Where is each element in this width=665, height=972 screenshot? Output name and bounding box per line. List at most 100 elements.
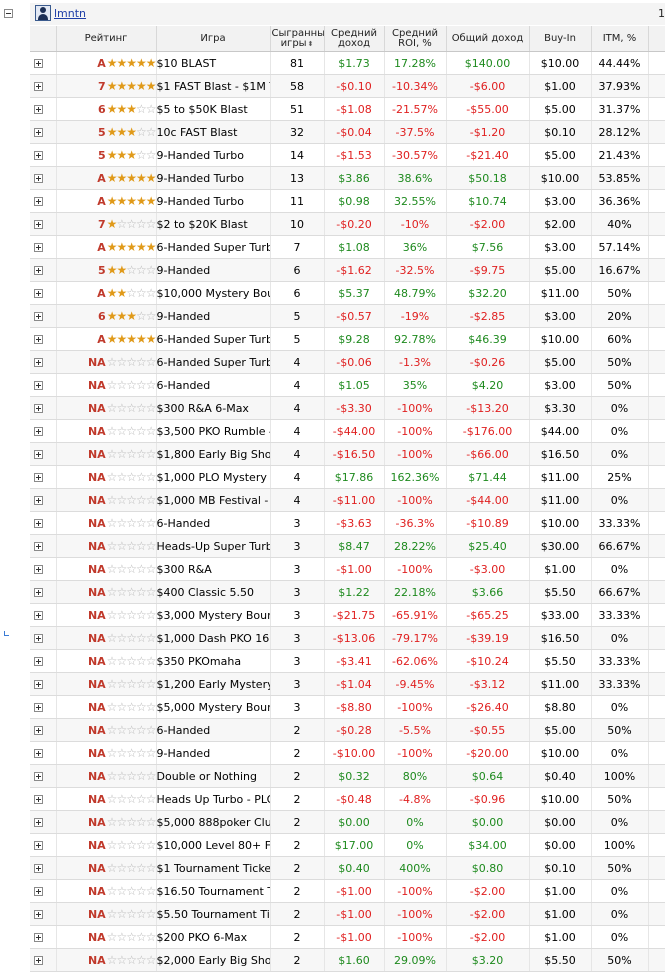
table-row[interactable]: NA☆☆☆☆☆ $300 R&A 6-Max 4 -$3.30 -100% -$13.20… [30, 396, 665, 420]
column-header-itm[interactable]: ITM, % [591, 26, 649, 52]
expand-plus-icon[interactable] [34, 151, 44, 160]
table-row[interactable]: 6★★★☆☆ $5 to $50K Blast 51 -$1.08 -21.57% -$5… [30, 97, 665, 121]
expand-plus-icon[interactable] [34, 611, 44, 620]
expand-plus-icon[interactable] [34, 933, 44, 942]
expand-cell[interactable] [30, 649, 57, 673]
table-row[interactable]: A★★★★★ 6-Handed Super Turbo 7 $1.08 36% $7.56… [30, 235, 665, 259]
table-row[interactable]: 5★★☆☆☆ 9-Handed 6 -$1.62 -32.5% -$9.75 $5.00 16… [30, 258, 665, 282]
expand-plus-icon[interactable] [34, 634, 44, 643]
table-row[interactable]: A★★★★★ 9-Handed Turbo 13 $3.86 38.6% $50.18 $1… [30, 166, 665, 190]
table-row[interactable]: A★★★★★ 9-Handed Turbo 11 $0.98 32.55% $10.74 $… [30, 189, 665, 213]
expand-cell[interactable] [30, 948, 57, 972]
table-row[interactable]: NA☆☆☆☆☆ 6-Handed 2 -$0.28 -5.5% -$0.55 $5.00 50… [30, 718, 665, 742]
expand-plus-icon[interactable] [34, 243, 44, 252]
table-row[interactable]: A★★★★★ 6-Handed Super Turbo 5 $9.28 92.78% $4… [30, 327, 665, 351]
expand-plus-icon[interactable] [34, 312, 44, 321]
expand-cell[interactable] [30, 925, 57, 949]
table-row[interactable]: NA☆☆☆☆☆ $200 PKO 6-Max 2 -$1.00 -100% -$2.00 $… [30, 925, 665, 949]
table-row[interactable]: NA☆☆☆☆☆$1,000 Dash PKO 16.50 3 -$13.06 -79.… [30, 626, 665, 650]
expand-plus-icon[interactable] [34, 841, 44, 850]
expand-cell[interactable] [30, 51, 57, 75]
column-header-rating[interactable]: Рейтинг [56, 26, 157, 52]
expand-cell[interactable] [30, 189, 57, 213]
expand-plus-icon[interactable] [34, 289, 44, 298]
expand-cell[interactable] [30, 879, 57, 903]
expand-plus-icon[interactable] [34, 266, 44, 275]
expand-cell[interactable] [30, 212, 57, 236]
expand-cell[interactable] [30, 166, 57, 190]
table-row[interactable]: 6★★★☆☆ 9-Handed 5 -$0.57 -19% -$2.85 $3.00 20% [30, 304, 665, 328]
table-row[interactable]: NA☆☆☆☆☆$3,000 Mystery Bounty 3 -$21.75 -65.… [30, 603, 665, 627]
table-row[interactable]: NA☆☆☆☆☆$16.50 Tournament Tick 2 -$1.00 -100… [30, 879, 665, 903]
table-row[interactable]: NA☆☆☆☆☆$1 Tournament Ticket - 2 $0.40 400% $… [30, 856, 665, 880]
expand-cell[interactable] [30, 626, 57, 650]
expand-cell[interactable] [30, 810, 57, 834]
table-row[interactable]: NA☆☆☆☆☆$10,000 Level 80+ Free 2 $17.00 0% $3… [30, 833, 665, 857]
expand-cell[interactable] [30, 396, 57, 420]
table-row[interactable]: NA☆☆☆☆☆$1,800 Early Big Shot 1 4 -$16.50 -1… [30, 442, 665, 466]
expand-cell[interactable] [30, 902, 57, 926]
table-row[interactable]: NA☆☆☆☆☆ Heads-Up Super Turbo 3 $8.47 28.22% $… [30, 534, 665, 558]
expand-cell[interactable] [30, 419, 57, 443]
expand-plus-icon[interactable] [34, 703, 44, 712]
table-row[interactable]: NA☆☆☆☆☆ 6-Handed 3 -$3.63 -36.3% -$10.89 $10.0… [30, 511, 665, 535]
expand-cell[interactable] [30, 695, 57, 719]
expand-plus-icon[interactable] [34, 197, 44, 206]
expand-cell[interactable] [30, 120, 57, 144]
expand-cell[interactable] [30, 327, 57, 351]
expand-plus-icon[interactable] [34, 82, 44, 91]
expand-plus-icon[interactable] [34, 565, 44, 574]
expand-plus-icon[interactable] [34, 381, 44, 390]
expand-cell[interactable] [30, 281, 57, 305]
column-header-played[interactable]: Сыгранны игры⬍ [270, 26, 325, 52]
expand-plus-icon[interactable] [34, 174, 44, 183]
expand-plus-icon[interactable] [34, 864, 44, 873]
column-header-avg-roi[interactable]: Средний ROI, % [384, 26, 447, 52]
expand-cell[interactable] [30, 350, 57, 374]
table-row[interactable]: NA☆☆☆☆☆$5,000 888poker Club A 2 $0.00 0% $0.… [30, 810, 665, 834]
table-row[interactable]: A★★☆☆☆$10,000 Mystery Bounty 6 $5.37 48.79%… [30, 281, 665, 305]
table-row[interactable]: NA☆☆☆☆☆ 6-Handed Super Turbo 4 -$0.06 -1.3% -… [30, 350, 665, 374]
expand-cell[interactable] [30, 304, 57, 328]
table-row[interactable]: 5★★★☆☆ 10c FAST Blast 32 -$0.04 -37.5% -$1.20… [30, 120, 665, 144]
column-header-buyin[interactable]: Buy-In [529, 26, 592, 52]
expand-cell[interactable] [30, 373, 57, 397]
expand-plus-icon[interactable] [34, 335, 44, 344]
table-row[interactable]: 5★★★☆☆ 9-Handed Turbo 14 -$1.53 -30.57% -$21.… [30, 143, 665, 167]
expand-cell[interactable] [30, 557, 57, 581]
expand-cell[interactable] [30, 235, 57, 259]
column-header-game[interactable]: Игра [156, 26, 271, 52]
table-row[interactable]: NA☆☆☆☆☆ 9-Handed 2 -$10.00 -100% -$20.00 $10.0… [30, 741, 665, 765]
expand-plus-icon[interactable] [34, 680, 44, 689]
expand-cell[interactable] [30, 718, 57, 742]
expand-plus-icon[interactable] [34, 542, 44, 551]
expand-plus-icon[interactable] [34, 818, 44, 827]
expand-plus-icon[interactable] [34, 427, 44, 436]
expand-plus-icon[interactable] [34, 726, 44, 735]
table-row[interactable]: NA☆☆☆☆☆$2,000 Early Big Shot 5 2 $1.60 29.0… [30, 948, 665, 972]
table-row[interactable]: NA☆☆☆☆☆ $400 Classic 5.50 3 $1.22 22.18% $3.6… [30, 580, 665, 604]
expand-cell[interactable] [30, 787, 57, 811]
table-row[interactable]: NA☆☆☆☆☆ $300 R&A 3 -$1.00 -100% -$3.00 $1.00 0% [30, 557, 665, 581]
table-row[interactable]: 7★☆☆☆☆ $2 to $20K Blast 10 -$0.20 -10% -$2.00… [30, 212, 665, 236]
expand-plus-icon[interactable] [34, 887, 44, 896]
table-row[interactable]: NA☆☆☆☆☆ Double or Nothing 2 $0.32 80% $0.64 $0… [30, 764, 665, 788]
expand-cell[interactable] [30, 442, 57, 466]
expand-cell[interactable] [30, 856, 57, 880]
expand-plus-icon[interactable] [34, 795, 44, 804]
expand-cell[interactable] [30, 488, 57, 512]
expand-plus-icon[interactable] [34, 772, 44, 781]
expand-plus-icon[interactable] [34, 519, 44, 528]
column-header-avg-income[interactable]: Средний доход [324, 26, 385, 52]
expand-plus-icon[interactable] [34, 657, 44, 666]
expand-cell[interactable] [30, 465, 57, 489]
table-row[interactable]: NA☆☆☆☆☆$1,200 Early Mystery Bo 3 -$1.04 -9.… [30, 672, 665, 696]
expand-plus-icon[interactable] [34, 105, 44, 114]
expand-cell[interactable] [30, 511, 57, 535]
expand-cell[interactable] [30, 97, 57, 121]
expand-cell[interactable] [30, 534, 57, 558]
expand-cell[interactable] [30, 672, 57, 696]
table-row[interactable]: NA☆☆☆☆☆$5.50 Tournament Ticke 2 -$1.00 -100… [30, 902, 665, 926]
expand-cell[interactable] [30, 603, 57, 627]
expand-plus-icon[interactable] [34, 59, 44, 68]
